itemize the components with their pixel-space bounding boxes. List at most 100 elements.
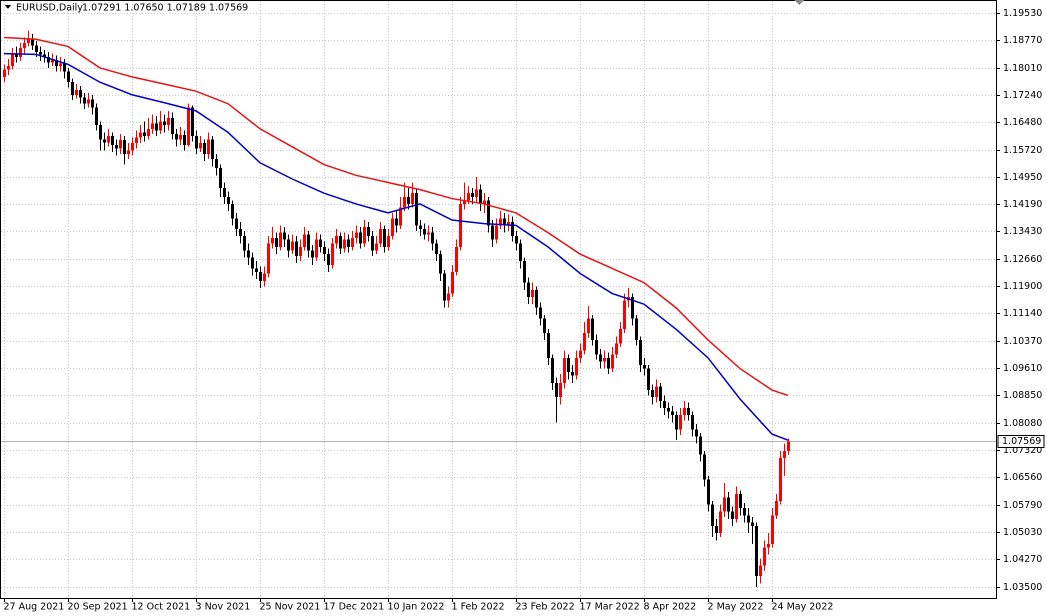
candle-body [395, 218, 398, 226]
candle-body [131, 143, 134, 151]
candle-body [487, 200, 490, 226]
candle-body [387, 236, 390, 247]
candle-body [747, 515, 750, 523]
candle-body [431, 232, 434, 244]
candle-body [307, 234, 310, 251]
x-tick-label: 1 Feb 2022 [452, 602, 505, 613]
candle-body [451, 271, 454, 294]
candle-body [679, 415, 682, 430]
candle-body [591, 318, 594, 340]
candle-body [543, 318, 546, 333]
candle-body [19, 48, 22, 58]
current-price-box [997, 435, 1045, 448]
candle-body [7, 66, 10, 70]
candle-body [123, 140, 126, 154]
candle-body [119, 140, 122, 149]
candle-body [79, 90, 82, 98]
candle-body [551, 357, 554, 383]
candle-body [331, 243, 334, 265]
candle-body [435, 243, 438, 255]
candle-body [303, 234, 306, 247]
candle-body [647, 368, 650, 391]
candles [3, 30, 790, 587]
candle-body [183, 135, 186, 145]
x-tick-label: 27 Aug 2021 [4, 602, 65, 613]
candle-body [351, 237, 354, 247]
candle-body [63, 63, 66, 72]
candle-body [127, 150, 130, 154]
candle-body [83, 97, 86, 104]
y-tick-label: 1.11900 [1003, 281, 1042, 292]
candle-body [99, 125, 102, 140]
candle-body [227, 196, 230, 204]
candle-body [87, 99, 90, 104]
candle-body [523, 261, 526, 283]
candle-body [415, 193, 418, 226]
candle-body [103, 139, 106, 143]
plot-frame [0, 0, 997, 599]
shift-marker [794, 0, 804, 5]
candle-body [243, 236, 246, 251]
candle-body [35, 45, 38, 52]
x-tick-label: 8 Apr 2022 [644, 602, 697, 613]
candle-body [643, 364, 646, 369]
candle-body [471, 193, 474, 197]
candle-body [371, 236, 374, 251]
candle-body [711, 504, 714, 527]
candle-body [707, 479, 710, 505]
candle-body [607, 357, 610, 369]
candle-body [663, 400, 666, 408]
candle-body [199, 143, 202, 149]
candle-body [275, 237, 278, 247]
candle-body [771, 515, 774, 544]
candle-body [71, 82, 74, 95]
candle-body [299, 246, 302, 256]
candle-body [739, 493, 742, 509]
candle-body [555, 382, 558, 398]
candle-body [383, 228, 386, 247]
candle-body [667, 407, 670, 412]
candle-body [463, 200, 466, 204]
candle-body [735, 493, 738, 519]
y-tick-label: 1.12660 [1003, 254, 1042, 265]
candle-body [419, 225, 422, 229]
chart-title: EURUSD,Daily [16, 3, 83, 14]
candle-body [139, 132, 142, 138]
candle-body [15, 53, 18, 58]
candle-body [95, 107, 98, 126]
candle-body [491, 225, 494, 240]
y-tick-label: 1.14190 [1003, 199, 1042, 210]
candle-body [611, 354, 614, 369]
candle-body [499, 218, 502, 226]
candle-body [135, 137, 138, 144]
candle-body [515, 236, 518, 244]
candle-body [239, 228, 242, 237]
candle-body [195, 135, 198, 149]
candle-body [263, 273, 266, 281]
y-tick-label: 1.18770 [1003, 35, 1042, 46]
candle-body [767, 543, 770, 548]
current-price-label: 1.07569 [1002, 436, 1041, 447]
candle-body [23, 42, 26, 49]
y-tick-label: 1.11140 [1003, 308, 1042, 319]
candle-body [575, 357, 578, 376]
candle-body [755, 526, 758, 577]
candle-body [271, 237, 274, 244]
candle-body [527, 282, 530, 297]
candle-body [443, 273, 446, 301]
y-tick-label: 1.19530 [1003, 8, 1042, 19]
candle-body [267, 243, 270, 274]
candle-body [759, 565, 762, 577]
candle-body [615, 343, 618, 355]
candle-body [223, 187, 226, 197]
candle-body [291, 241, 294, 251]
candle-body [579, 350, 582, 358]
candle-body [391, 218, 394, 237]
candle-body [343, 239, 346, 249]
candle-body [403, 196, 406, 208]
candle-body [411, 193, 414, 204]
y-tick-label: 1.14950 [1003, 172, 1042, 183]
candle-body [59, 63, 62, 67]
candle-body [567, 357, 570, 373]
candle-body [483, 200, 486, 204]
